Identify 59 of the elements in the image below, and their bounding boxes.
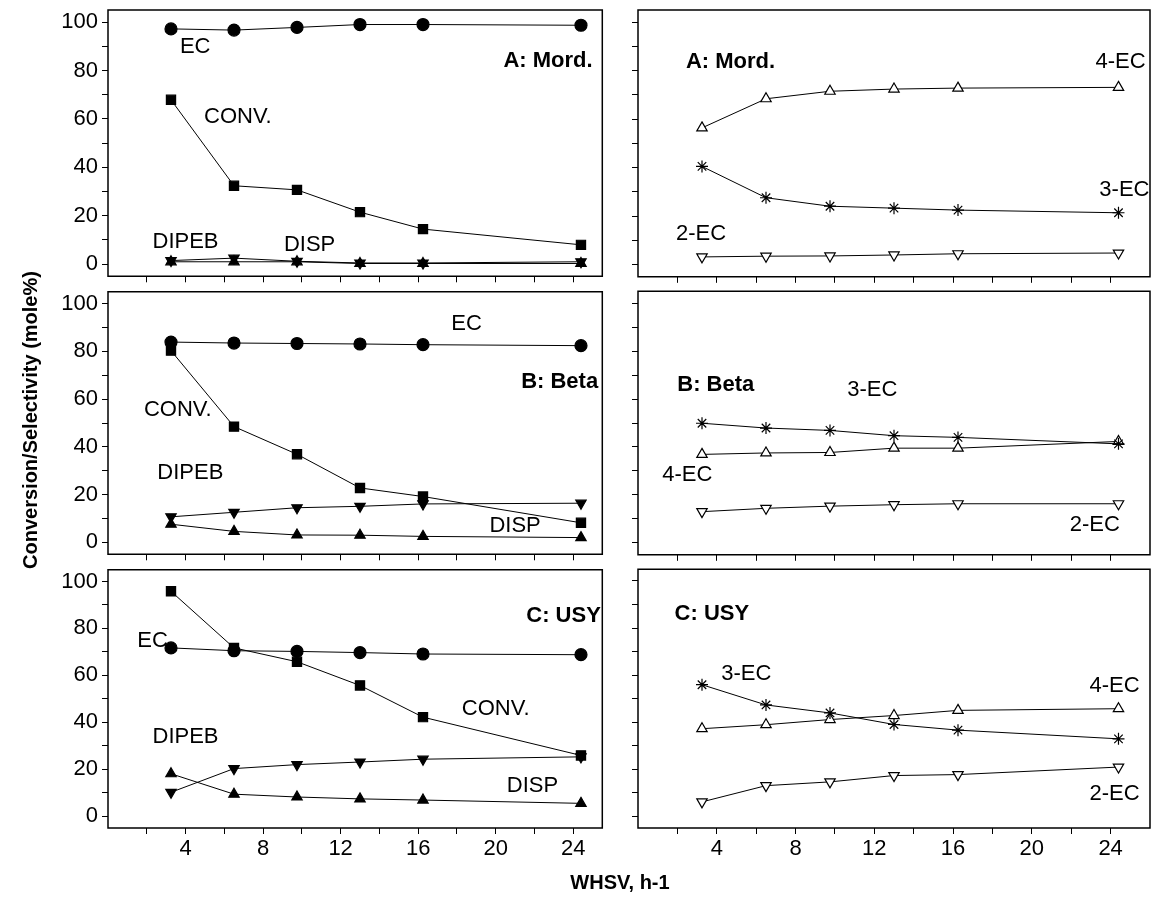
series-label: DIPEB: [157, 459, 224, 485]
y-tick-label: 100: [61, 567, 98, 593]
series-label: CONV.: [461, 695, 530, 721]
y-tick-label: 80: [73, 337, 98, 363]
x-tick-label: 12: [862, 835, 887, 861]
series-label: DISP: [283, 230, 336, 256]
x-tick-label: 8: [789, 835, 802, 861]
x-tick-label: 12: [328, 835, 353, 861]
x-tick-label: 8: [256, 835, 270, 861]
series-label: EC: [451, 310, 482, 336]
y-axis-title: Conversion/Selectivity (mole%): [18, 271, 42, 569]
text: C: USY: [526, 601, 602, 627]
x-tick-label: 4: [179, 835, 192, 861]
y-tick-label: 20: [73, 480, 98, 506]
series-label: CONV.: [143, 396, 212, 422]
text: B: Beta: [677, 370, 756, 396]
y-tick-label: 80: [73, 614, 98, 640]
x-tick-label: 24: [560, 835, 586, 861]
x-axis-title: WHSV, h-1: [570, 870, 670, 894]
text: B: Beta: [521, 368, 599, 394]
y-tick-label: 60: [73, 105, 98, 130]
y-tick-label: 20: [73, 201, 98, 227]
y-tick-label: 100: [61, 289, 98, 315]
series-label: DISP: [506, 772, 559, 798]
series-label: 3-EC: [721, 660, 772, 686]
series-label: 3-EC: [1099, 175, 1150, 201]
y-tick-label: 60: [73, 661, 98, 687]
y-tick-label: 80: [73, 56, 98, 82]
series-label: 2-EC: [675, 220, 727, 246]
x-tick-label: 24: [1098, 835, 1123, 861]
x-tick-label: 16: [940, 835, 966, 861]
text: C: USY: [674, 599, 750, 625]
y-tick-label: 20: [73, 755, 98, 781]
series-label: EC: [137, 627, 168, 653]
series-label: 2-EC: [1089, 779, 1140, 805]
y-tick-label: 40: [73, 708, 98, 734]
x-tick-label: 20: [483, 835, 508, 861]
text: A: Mord.: [685, 48, 776, 74]
y-tick-label: 60: [73, 385, 98, 411]
series-label: EC: [179, 33, 211, 59]
series-label: 4-EC: [1089, 671, 1140, 697]
y-tick-label: 40: [73, 153, 98, 179]
series-label: 3-EC: [847, 375, 898, 401]
series-label: 2-EC: [1069, 510, 1121, 536]
series-label: DIPEB: [152, 228, 219, 254]
text: A: Mord.: [503, 47, 593, 73]
y-tick-label: 0: [85, 250, 98, 276]
y-tick-label: 100: [61, 8, 98, 34]
series-label: DIPEB: [152, 723, 219, 749]
series-label: DISP: [489, 511, 541, 537]
series-label: CONV.: [204, 102, 272, 128]
y-tick-label: 0: [85, 802, 98, 828]
x-tick-label: 4: [710, 835, 723, 861]
series-label: 4-EC: [662, 461, 713, 487]
y-tick-label: 0: [85, 528, 98, 554]
x-tick-label: 20: [1019, 835, 1045, 861]
y-tick-label: 40: [73, 432, 98, 458]
series-label: 4-EC: [1095, 48, 1146, 74]
x-tick-label: 16: [405, 835, 431, 861]
